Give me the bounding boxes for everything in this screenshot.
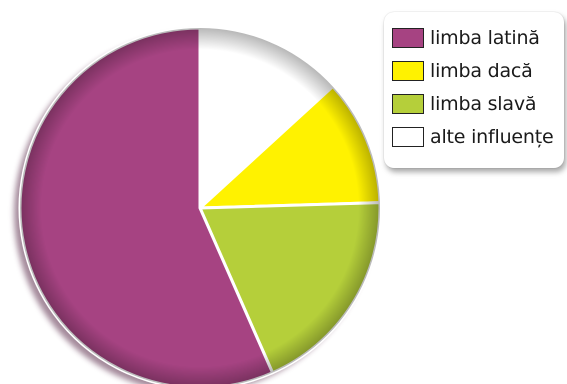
legend-swatch-alte <box>392 126 424 147</box>
legend: limba latină limba dacă limba slavă alte… <box>384 12 564 168</box>
legend-swatch-latina <box>392 27 424 48</box>
legend-item-slava: limba slavă <box>392 87 564 120</box>
legend-item-latina: limba latină <box>392 21 564 54</box>
legend-label-daca: limba dacă <box>430 59 533 82</box>
legend-label-slava: limba slavă <box>430 92 537 115</box>
legend-item-alte: alte influențe <box>392 120 564 153</box>
legend-item-daca: limba dacă <box>392 54 564 87</box>
legend-label-latina: limba latină <box>430 26 540 49</box>
legend-swatch-slava <box>392 93 424 114</box>
pie-slices <box>18 26 382 384</box>
legend-label-alte: alte influențe <box>430 125 554 148</box>
legend-swatch-daca <box>392 60 424 81</box>
